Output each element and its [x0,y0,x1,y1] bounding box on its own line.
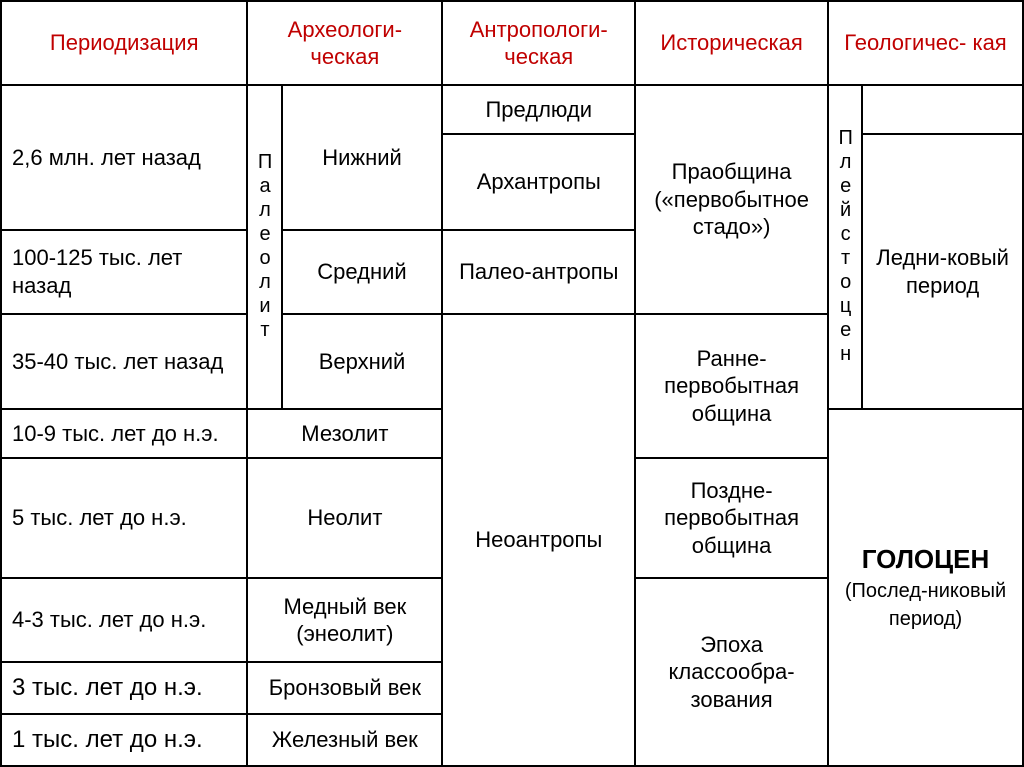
arch-iron: Железный век [247,714,442,766]
hist-praobschina: Праобщина («первобытное стадо») [635,85,828,314]
arch-bronze: Бронзовый век [247,662,442,714]
geo-glacial: Ледни-ковый период [862,134,1023,410]
period-1: 2,6 млн. лет назад [1,85,247,229]
arch-paleolit: Палеолит [247,85,281,409]
anthro-neoanthropy: Неоантропы [442,314,635,766]
hist-pozdne: Поздне-первобытная община [635,458,828,578]
hist-epoha: Эпоха классообра-зования [635,578,828,766]
anthro-paleoanthropy: Палео-антропы [442,230,635,314]
header-archaeological: Археологи- ческая [247,1,442,85]
arch-mesolith: Мезолит [247,409,442,458]
header-geological: Геологичес- кая [828,1,1023,85]
period-3: 35-40 тыс. лет назад [1,314,247,410]
periodization-table: Периодизация Археологи- ческая Антрополо… [0,0,1024,767]
period-6: 4-3 тыс. лет до н.э. [1,578,247,662]
geo-pleistocene: Плейстоцен [828,85,862,409]
header-periodization: Периодизация [1,1,247,85]
hist-ranne: Ранне-первобытная община [635,314,828,458]
header-anthropological: Антропологи- ческая [442,1,635,85]
geo-empty [862,85,1023,134]
geo-holocene-title: ГОЛОЦЕН [862,544,990,574]
geo-holocene: ГОЛОЦЕН (Послед-никовый период) [828,409,1023,766]
anthro-arhantropy: Архантропы [442,134,635,230]
period-7: 3 тыс. лет до н.э. [1,662,247,714]
geo-holocene-sub: (Послед-никовый период) [845,580,1006,630]
period-5: 5 тыс. лет до н.э. [1,458,247,578]
arch-upper: Верхний [282,314,443,410]
period-4: 10-9 тыс. лет до н.э. [1,409,247,458]
table-row: 2,6 млн. лет назад Палеолит Нижний Предл… [1,85,1023,134]
period-8: 1 тыс. лет до н.э. [1,714,247,766]
period-2: 100-125 тыс. лет назад [1,230,247,314]
arch-copper: Медный век (энеолит) [247,578,442,662]
table-header-row: Периодизация Археологи- ческая Антрополо… [1,1,1023,85]
arch-lower: Нижний [282,85,443,229]
arch-middle: Средний [282,230,443,314]
arch-neolith: Неолит [247,458,442,578]
anthro-predlyudi: Предлюди [442,85,635,134]
header-historical: Историческая [635,1,828,85]
